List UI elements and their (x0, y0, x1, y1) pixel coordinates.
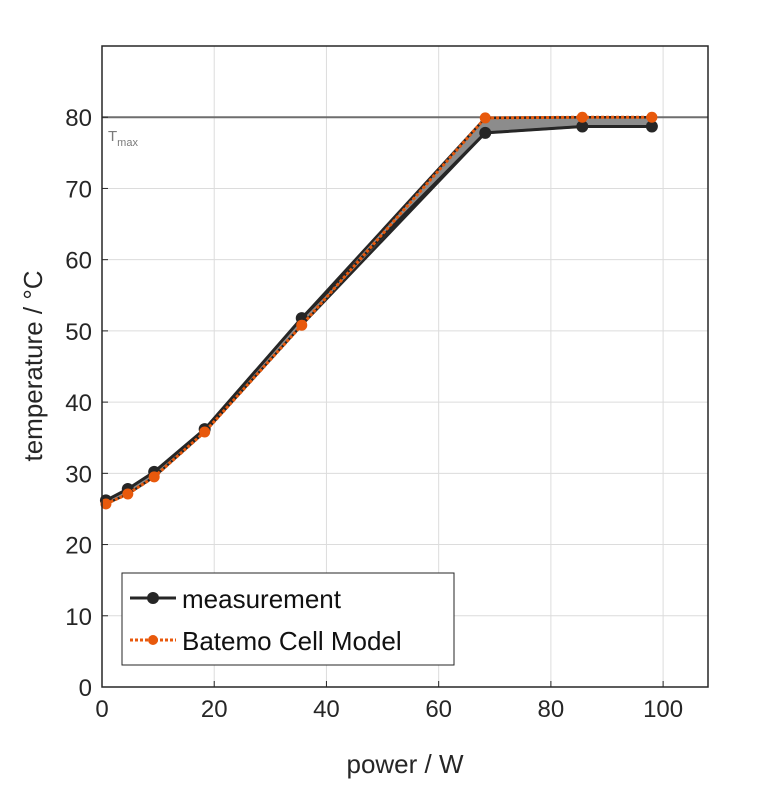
x-tick-label: 80 (538, 696, 565, 723)
grid (101, 46, 708, 688)
x-tick-label: 0 (95, 696, 108, 723)
data-point-measurement (576, 120, 589, 133)
x-tick-label: 60 (425, 696, 452, 723)
legend-box (121, 572, 455, 666)
legend-label-model: Batemo Cell Model (182, 626, 402, 656)
data-point-model (100, 498, 112, 510)
data-point-model (296, 319, 308, 331)
y-tick-label: 30 (65, 461, 92, 488)
ticks: 0 20 40 60 80 100 0 10 20 30 40 50 60 70 80 (65, 105, 683, 723)
legend: measurement Batemo Cell Model (121, 572, 455, 666)
data-point-model (646, 111, 658, 123)
y-tick-label: 80 (65, 105, 92, 132)
legend-marker-measurement (147, 592, 159, 604)
legend-marker-model (148, 635, 158, 645)
x-tick-label: 40 (313, 696, 340, 723)
series-line-measurement (105, 124, 652, 502)
tmax-label: Tmax (108, 128, 138, 149)
plot-frame (101, 45, 709, 688)
x-axis-label: power / W (346, 749, 463, 779)
data-point-model (576, 111, 588, 123)
x-tick-label: 20 (201, 696, 228, 723)
y-tick-label: 40 (65, 390, 92, 417)
y-tick-label: 20 (65, 533, 92, 560)
y-tick-label: 0 (79, 675, 92, 702)
y-tick-label: 70 (65, 176, 92, 203)
series-group (99, 111, 658, 510)
data-point-model (148, 471, 160, 483)
data-point-model (199, 426, 211, 438)
series-line-model (105, 115, 652, 506)
data-point-measurement (645, 120, 658, 133)
legend-label-measurement: measurement (182, 584, 342, 614)
x-tick-label: 100 (643, 696, 683, 723)
y-tick-label: 50 (65, 319, 92, 346)
y-tick-label: 10 (65, 604, 92, 631)
y-axis-label: temperature / °C (18, 270, 48, 461)
y-tick-label: 60 (65, 248, 92, 275)
data-point-model (479, 112, 491, 124)
data-point-model (122, 488, 134, 500)
data-point-measurement (479, 126, 492, 139)
